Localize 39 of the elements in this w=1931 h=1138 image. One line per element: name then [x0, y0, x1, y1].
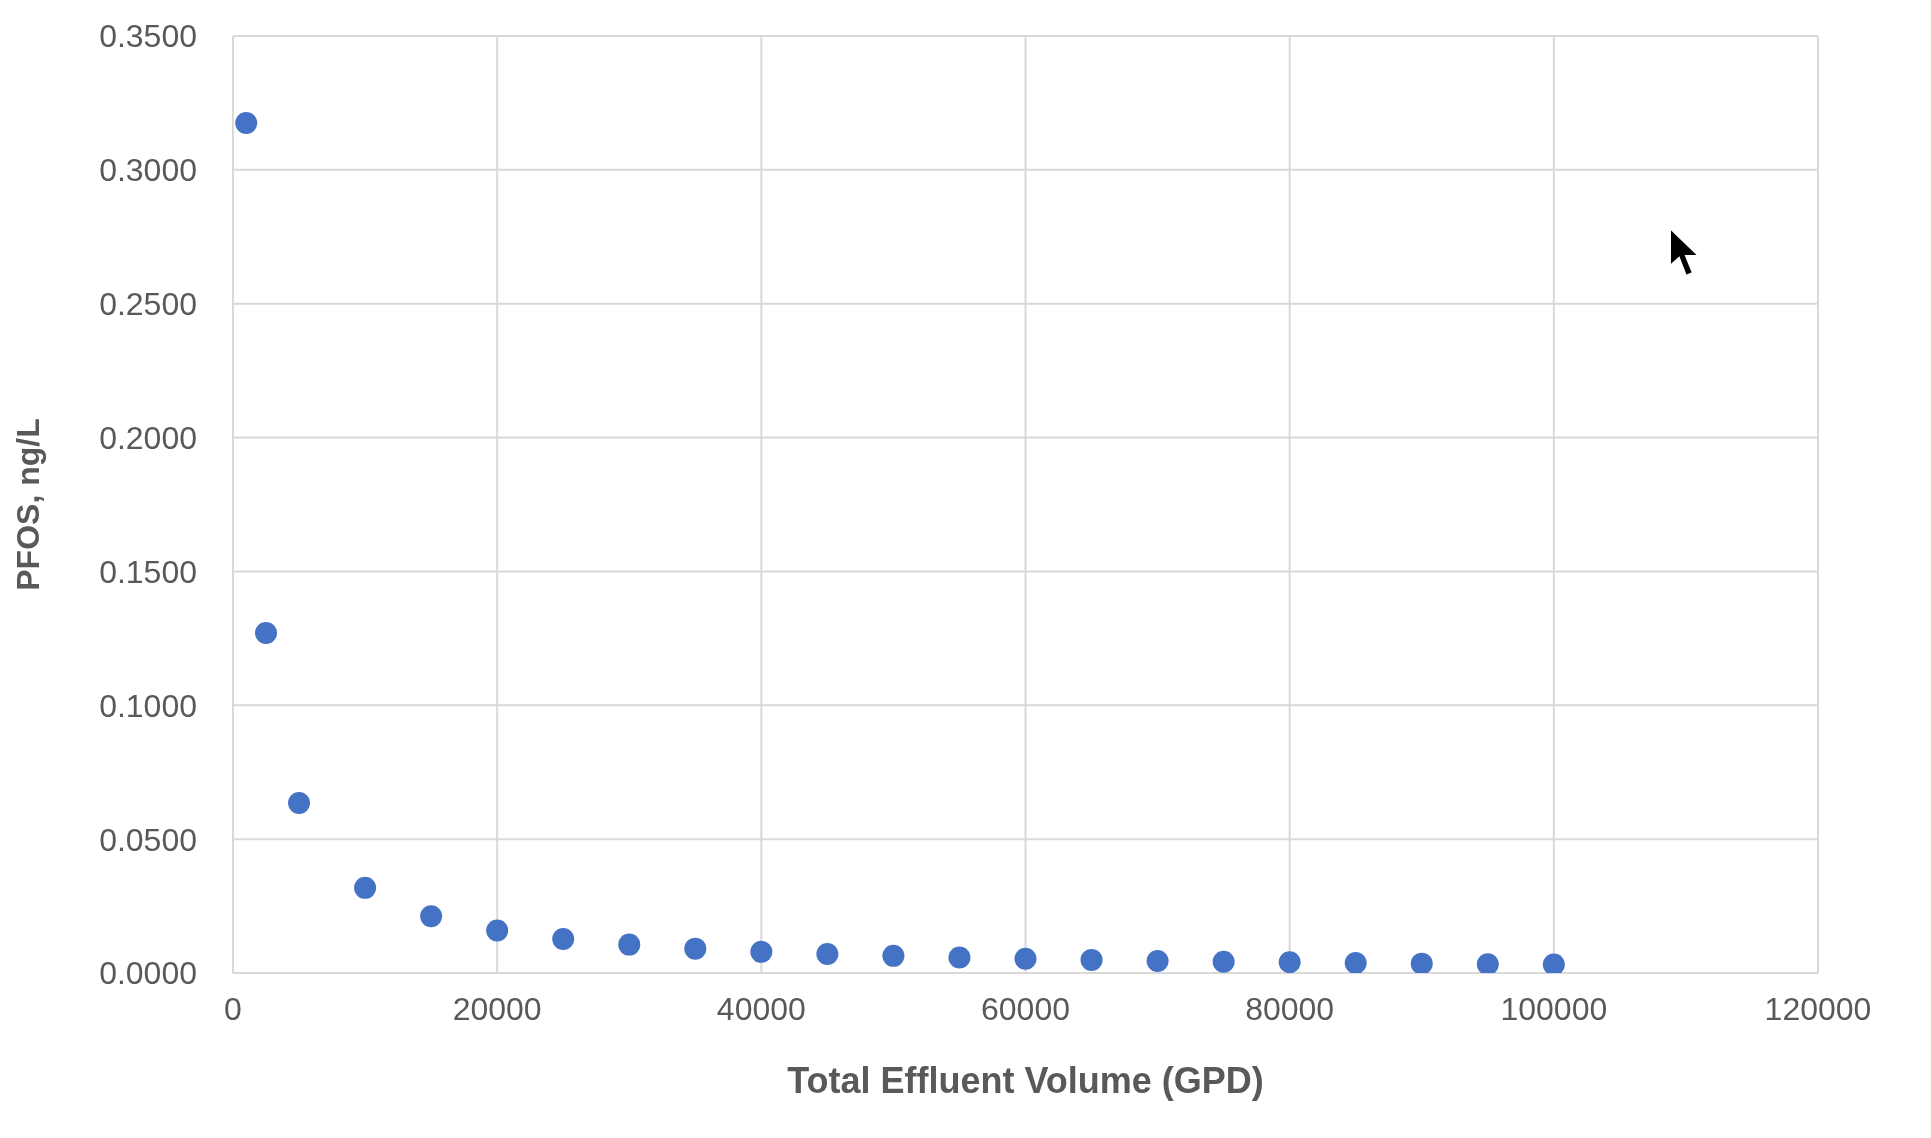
point	[882, 944, 905, 967]
point	[255, 622, 278, 644]
point	[816, 942, 839, 965]
point	[420, 905, 443, 928]
y-axis-title: PFOS, ng/L	[10, 418, 47, 591]
x-axis-title: Total Effluent Volume (GPD)	[787, 1060, 1264, 1101]
y-tick-label: 0.3000	[99, 152, 197, 189]
x-tick-label: 0	[224, 990, 242, 1027]
y-tick-label: 0.1500	[99, 553, 197, 590]
point	[948, 946, 971, 969]
y-tick-label: 0.2000	[99, 419, 197, 456]
point	[235, 112, 258, 135]
x-tick-label: 60000	[981, 990, 1070, 1027]
y-tick-label: 0.0500	[99, 821, 197, 858]
y-tick-label: 0.2500	[99, 286, 197, 323]
point	[1080, 948, 1103, 971]
point	[1146, 949, 1169, 972]
point	[1212, 950, 1235, 973]
x-tick-label: 80000	[1245, 990, 1335, 1027]
point	[684, 937, 707, 960]
point	[1542, 953, 1565, 973]
point	[750, 940, 773, 963]
point	[1014, 947, 1037, 970]
point	[354, 876, 377, 899]
point	[1410, 952, 1433, 973]
point	[552, 928, 575, 950]
point	[1344, 952, 1367, 973]
y-tick-label: 0.0000	[99, 955, 197, 992]
point	[1476, 953, 1499, 973]
point	[1278, 951, 1301, 973]
point	[288, 792, 311, 814]
point	[618, 933, 641, 956]
x-tick-label: 120000	[1764, 990, 1872, 1027]
y-tick-label: 0.1000	[99, 687, 197, 724]
x-tick-label: 20000	[452, 990, 542, 1027]
y-tick-label: 0.3500	[99, 18, 197, 55]
x-tick-label: 100000	[1500, 990, 1608, 1027]
x-tick-label: 40000	[716, 990, 806, 1027]
point	[486, 919, 509, 942]
